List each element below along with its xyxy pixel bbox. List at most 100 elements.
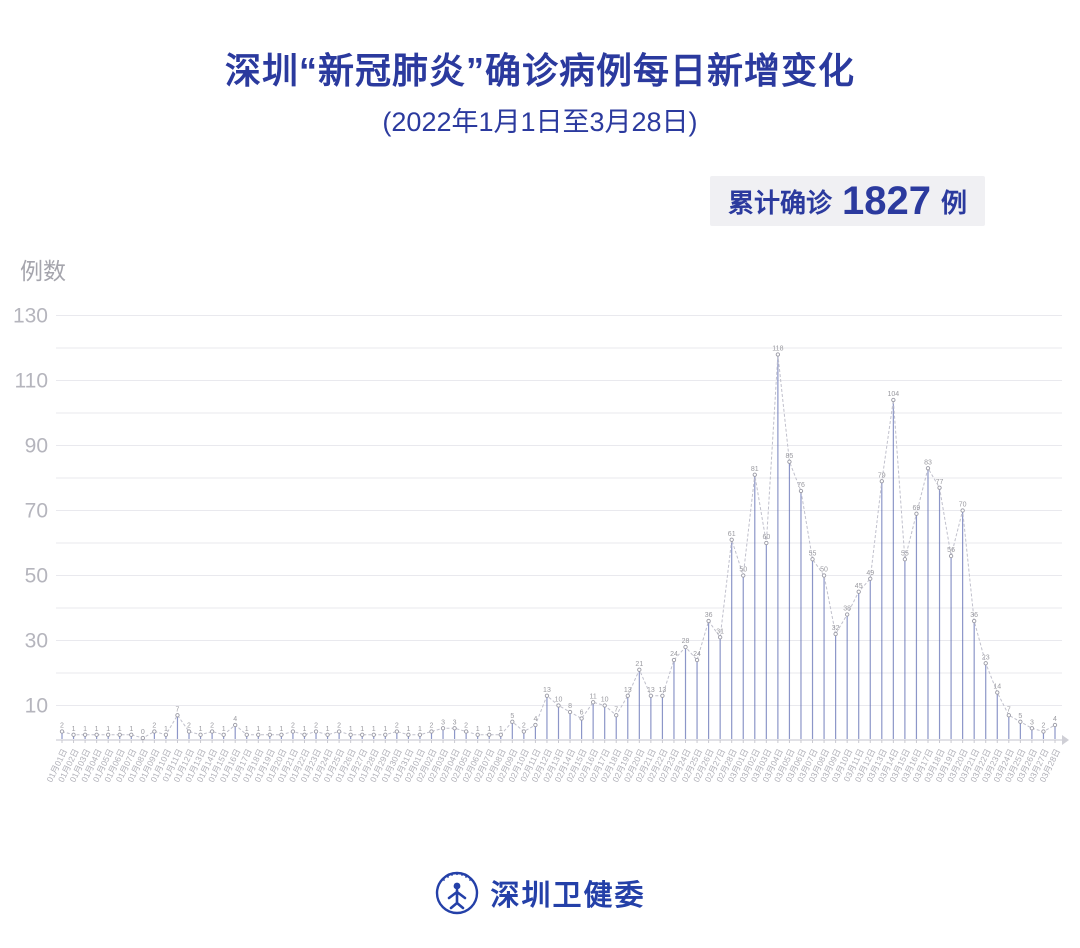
data-value-label: 55 — [901, 550, 909, 557]
data-value-label: 2 — [210, 723, 214, 730]
data-point — [902, 557, 908, 562]
data-point — [521, 729, 527, 734]
data-point — [810, 557, 815, 562]
data-value-label: 5 — [510, 713, 514, 720]
data-point — [995, 690, 1000, 695]
data-point — [671, 657, 677, 663]
data-value-label: 1 — [499, 726, 503, 733]
data-value-label: 1 — [279, 726, 283, 733]
data-value-label: 7 — [1007, 706, 1011, 713]
data-point — [290, 729, 296, 734]
data-point — [59, 729, 65, 734]
data-value-label: 1 — [360, 726, 364, 733]
data-point — [163, 732, 169, 737]
data-value-label: 24 — [693, 651, 701, 658]
data-point — [845, 612, 850, 617]
data-point — [71, 732, 76, 737]
data-value-label: 36 — [705, 612, 713, 619]
y-tick-label: 10 — [25, 695, 48, 718]
y-tick-label: 110 — [15, 370, 48, 393]
data-point — [787, 459, 792, 464]
data-point — [983, 661, 988, 666]
data-value-label: 10 — [601, 697, 609, 704]
data-value-label: 1 — [245, 726, 249, 733]
data-point — [937, 485, 942, 490]
data-value-label: 1 — [95, 726, 99, 733]
data-point — [602, 703, 607, 708]
cumulative-confirmed-badge: 累计确诊 1827 例 — [709, 176, 985, 226]
data-point — [706, 618, 711, 624]
data-point — [718, 635, 723, 640]
data-point — [764, 540, 769, 546]
data-value-label: 1 — [476, 726, 480, 733]
data-point — [868, 576, 873, 581]
data-point — [856, 589, 861, 594]
data-point — [429, 729, 434, 734]
data-value-label: 1 — [199, 726, 203, 733]
data-value-label: 1 — [487, 726, 491, 733]
data-point — [279, 732, 284, 737]
data-point — [625, 693, 630, 698]
y-tick-label: 130 — [13, 305, 48, 328]
data-point — [383, 732, 388, 737]
data-value-label: 70 — [959, 502, 967, 509]
data-point — [1052, 722, 1058, 728]
data-point — [948, 553, 954, 559]
data-point — [821, 573, 827, 578]
data-point — [82, 732, 88, 737]
data-value-label: 60 — [762, 534, 770, 541]
data-value-label: 3 — [453, 719, 457, 726]
data-point — [371, 732, 376, 737]
data-value-label: 2 — [522, 723, 526, 730]
data-point — [498, 732, 503, 737]
data-point — [94, 732, 99, 737]
data-point — [129, 732, 134, 737]
y-tick-label: 90 — [25, 435, 48, 458]
data-point — [1041, 729, 1046, 734]
data-point — [302, 732, 307, 737]
data-value-label: 1 — [164, 726, 168, 733]
data-point — [879, 479, 884, 484]
data-value-label: 2 — [1042, 723, 1046, 730]
data-value-label: 1 — [72, 726, 76, 733]
data-point — [614, 713, 619, 718]
data-point — [648, 693, 654, 698]
data-value-label: 1 — [106, 726, 110, 733]
data-value-label: 45 — [855, 583, 863, 590]
data-point — [729, 537, 734, 542]
data-point — [348, 732, 353, 737]
data-value-label: 6 — [580, 710, 584, 717]
y-tick-label: 70 — [25, 500, 48, 523]
data-value-label: 4 — [533, 716, 537, 723]
data-point — [544, 693, 550, 698]
data-value-label: 2 — [314, 723, 318, 730]
data-point — [117, 732, 122, 737]
data-value-label: 2 — [187, 723, 191, 730]
data-value-label: 13 — [624, 687, 632, 694]
footer: 深圳卫健委 — [0, 870, 1080, 916]
data-value-label: 56 — [947, 547, 955, 554]
data-point — [1006, 713, 1011, 718]
data-value-label: 55 — [809, 550, 817, 557]
data-value-label: 4 — [1053, 716, 1057, 723]
data-point — [336, 729, 342, 734]
page-subtitle: (2022年1月1日至3月28日) — [382, 107, 698, 137]
data-value-label: 118 — [772, 346, 783, 353]
data-value-label: 14 — [993, 684, 1001, 691]
data-point — [487, 732, 492, 737]
data-point — [186, 729, 192, 734]
data-point — [914, 511, 919, 516]
data-value-label: 1 — [349, 726, 353, 733]
data-value-label: 49 — [866, 570, 874, 577]
data-point — [925, 466, 931, 471]
data-point — [798, 488, 804, 494]
data-value-label: 1 — [256, 726, 260, 733]
data-value-label: 3 — [1030, 719, 1034, 726]
data-point — [175, 713, 180, 718]
data-value-label: 1 — [406, 726, 410, 733]
data-value-label: 2 — [337, 723, 341, 730]
data-value-label: 0 — [141, 729, 145, 736]
data-point — [233, 722, 238, 728]
data-point — [637, 667, 642, 672]
data-value-label: 32 — [832, 625, 840, 632]
